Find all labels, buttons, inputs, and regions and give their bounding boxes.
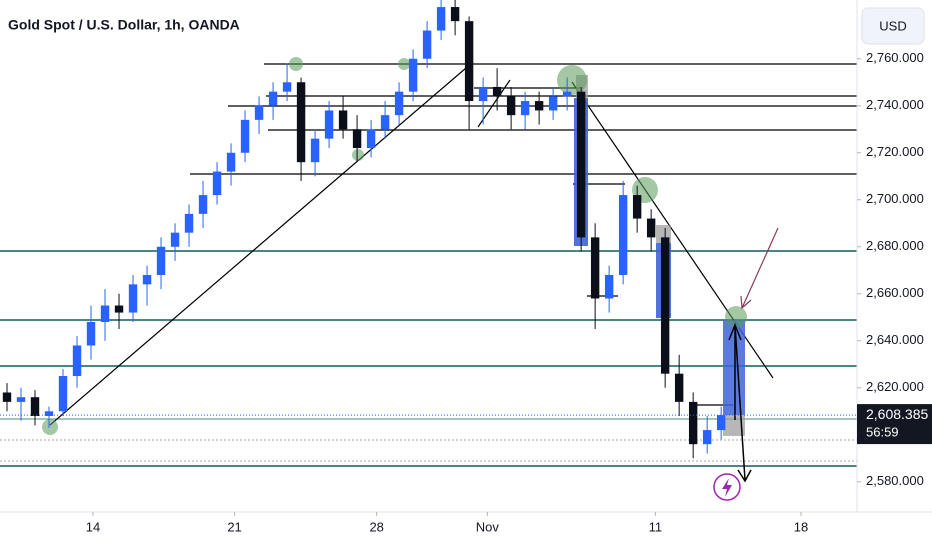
y-tick-label: 2,720.000: [866, 144, 924, 159]
candle-body: [590, 237, 600, 299]
move-box: [723, 320, 745, 415]
countdown: 56:59: [866, 425, 899, 440]
candle-body: [380, 115, 390, 130]
x-tick-label: 21: [227, 519, 241, 534]
arrow: [734, 324, 752, 483]
candle-body: [254, 105, 264, 120]
highlights: [42, 57, 747, 435]
candles: [2, 0, 726, 459]
y-tick-label: 2,620.000: [866, 379, 924, 394]
candle-body: [478, 86, 488, 102]
y-tick-label: 2,700.000: [866, 191, 924, 206]
candle-body: [394, 91, 404, 116]
candle-body: [114, 305, 124, 313]
currency-label[interactable]: USD: [879, 18, 906, 33]
candle-body: [30, 397, 40, 416]
candle-body: [296, 82, 306, 163]
alert-bolt[interactable]: [722, 478, 732, 497]
candle-body: [464, 21, 474, 102]
candle-body: [422, 30, 432, 59]
candle-body: [184, 213, 194, 233]
candle-body: [660, 237, 670, 374]
candle-body: [86, 321, 96, 346]
last-price-label: 2,608.385: [866, 406, 928, 422]
range-box: [723, 415, 745, 436]
chart-title: Gold Spot / U.S. Dollar, 1h, OANDA: [8, 17, 240, 33]
candle-body: [576, 91, 586, 238]
x-tick-label: 14: [86, 519, 100, 534]
candle-body: [338, 110, 348, 130]
candle-body: [128, 284, 138, 313]
candle-body: [688, 401, 698, 445]
candle-body: [282, 82, 292, 92]
candle-body: [674, 373, 684, 402]
highlight: [725, 306, 747, 328]
candle-body: [226, 152, 236, 172]
candle-body: [268, 91, 278, 106]
y-tick-label: 2,660.000: [866, 285, 924, 300]
candle-body: [72, 345, 82, 377]
candle-body: [646, 218, 656, 238]
candle-body: [702, 430, 712, 445]
candle-body: [450, 7, 460, 22]
candle-body: [310, 138, 320, 163]
highlight: [352, 149, 364, 161]
candle-body: [436, 7, 446, 31]
candle-body: [2, 392, 12, 402]
candle-body: [506, 96, 516, 116]
candle-body: [170, 232, 180, 247]
highlight: [42, 419, 58, 435]
x-tick-label: 18: [794, 519, 808, 534]
last-price-box: [857, 404, 932, 445]
candle-body: [716, 415, 726, 431]
highlight: [557, 65, 587, 95]
x-tick-label: 28: [369, 519, 383, 534]
candle-body: [548, 96, 558, 111]
candle-body: [352, 129, 362, 149]
candle-body: [408, 58, 418, 92]
y-tick-label: 2,740.000: [866, 97, 924, 112]
candle-body: [16, 397, 26, 402]
highlight: [289, 57, 303, 71]
alert-icon[interactable]: [713, 473, 741, 501]
candle-body: [632, 195, 642, 219]
candle-body: [156, 246, 166, 275]
arrow: [740, 227, 779, 310]
candle-body: [366, 129, 376, 149]
candle-body: [492, 86, 502, 97]
candle-body: [604, 274, 614, 299]
y-tick-label: 2,760.000: [866, 50, 924, 65]
candle-body: [58, 376, 68, 412]
x-tick-label: Nov: [476, 519, 500, 534]
x-tick-label: 11: [649, 519, 663, 534]
candle-body: [324, 110, 334, 139]
candle-body: [142, 274, 152, 285]
candle-body: [534, 101, 544, 111]
candle-body: [100, 305, 110, 322]
candle-body: [198, 195, 208, 214]
currency-button[interactable]: [861, 7, 925, 45]
highlight: [398, 58, 410, 70]
candle-body: [240, 119, 250, 153]
candle-body: [562, 91, 572, 97]
drawings: [0, 57, 857, 483]
candle-body: [44, 411, 54, 416]
candle-body: [520, 101, 530, 116]
y-tick-label: 2,580.000: [866, 473, 924, 488]
candle-body: [618, 195, 628, 275]
y-tick-label: 2,680.000: [866, 238, 924, 253]
y-tick-label: 2,640.000: [866, 332, 924, 347]
trend-line: [49, 61, 474, 426]
candle-body: [212, 171, 222, 196]
